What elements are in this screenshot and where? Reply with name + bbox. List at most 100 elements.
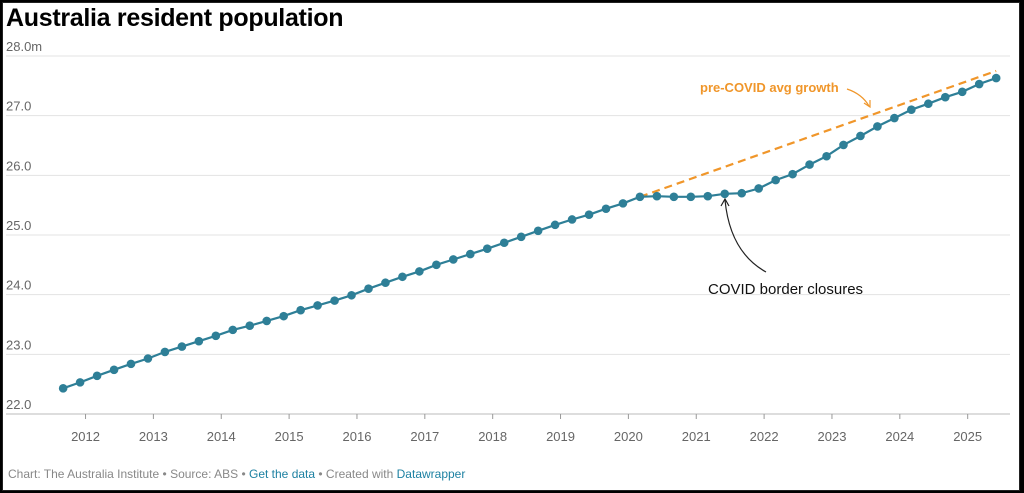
y-tick-label: 22.0 [6,397,31,412]
population-point [330,296,339,305]
population-point [805,160,814,169]
population-point [720,189,730,199]
population-point [516,232,526,242]
population-point [873,122,882,131]
annotation-pre-covid-growth: pre-COVID avg growth [700,80,839,95]
population-point [839,140,848,150]
y-tick-label: 26.0 [6,158,31,173]
population-point [924,99,933,109]
population-point [533,226,543,236]
population-point [584,210,594,220]
footer-created-with: Created with [325,467,394,481]
x-tick-label: 2016 [343,429,372,444]
annotation-arrowhead-trend [863,100,871,109]
population-point [822,151,831,161]
population-point [262,316,272,326]
population-point [109,365,119,375]
population-point [245,321,255,330]
annotation-arrowhead-covid [720,197,730,207]
population-point [974,79,984,89]
population-point [907,105,916,114]
population-point [381,278,390,288]
x-tick-label: 2014 [207,429,236,444]
y-tick-label: 28.0m [6,39,42,54]
population-point [177,342,187,351]
chart-footer: Chart: The Australia Institute • Source:… [8,467,465,481]
population-point [550,220,560,230]
population-point [703,191,713,201]
series-layer [58,73,1001,393]
footer-separator: • [315,467,326,481]
annotation-arrow-trend [846,88,870,107]
population-point [957,87,967,97]
x-tick-label: 2023 [818,429,847,444]
population-point [465,249,475,259]
population-point [364,284,373,294]
population-point [211,331,221,341]
population-point [737,188,747,198]
population-point [686,192,696,202]
population-point [347,290,356,300]
x-tick-label: 2018 [478,429,507,444]
population-point [669,192,679,202]
population-point [228,325,238,335]
population-point [126,359,136,369]
population-point [567,215,577,224]
y-tick-label: 25.0 [6,218,31,233]
population-point [991,73,1001,83]
population-point [296,305,305,315]
footer-separator: • [238,467,249,481]
get-data-link[interactable]: Get the data [249,467,316,481]
datawrapper-link[interactable]: Datawrapper [396,467,466,481]
population-point [449,255,458,264]
x-tick-label: 2025 [953,429,982,444]
x-tick-label: 2015 [275,429,304,444]
population-point [499,238,509,248]
trend-line-pre-covid [639,69,997,198]
gridlines [6,55,1010,415]
population-point [279,311,288,321]
x-tick-label: 2012 [71,429,100,444]
x-tick-label: 2022 [750,429,779,444]
trend-layer [639,69,997,198]
population-point [940,92,950,102]
population-point [143,354,153,363]
x-tick-label: 2017 [410,429,439,444]
y-tick-label: 24.0 [6,278,31,293]
x-axis: 2012 2013 2014 2015 2016 2017 2018 2019 2020 2021… [71,414,982,444]
footer-credit: Chart: The Australia Institute [8,467,160,481]
population-point [771,175,780,185]
population-point [856,131,865,141]
footer-separator: • [159,467,171,481]
population-point [313,301,322,310]
population-point [92,371,102,381]
x-tick-label: 2024 [885,429,914,444]
population-point [415,267,424,276]
population-point [754,184,763,193]
population-point [635,192,645,202]
population-point [652,191,662,201]
chart-title: Australia resident population [6,4,344,32]
y-axis: 22.0 23.0 24.0 25.0 26.0 27.0 28.0m [6,39,42,412]
y-tick-label: 23.0 [6,337,31,352]
population-point [75,378,85,387]
footer-source: Source: ABS [170,467,239,481]
y-tick-label: 27.0 [6,99,31,114]
population-point [58,384,68,393]
population-point [160,347,170,357]
annotations: pre-COVID avg growth COVID border closur… [700,80,871,298]
population-point [432,260,441,270]
x-tick-label: 2013 [139,429,168,444]
population-point [194,336,204,346]
x-tick-label: 2021 [682,429,711,444]
population-point [788,169,797,179]
population-point [601,204,611,214]
population-point [890,113,899,123]
population-point [398,272,407,282]
population-point [618,199,628,208]
annotation-arrow-covid [724,199,767,273]
annotation-covid-border-closures: COVID border closures [708,281,863,298]
x-tick-label: 2020 [614,429,643,444]
population-point [482,244,492,254]
